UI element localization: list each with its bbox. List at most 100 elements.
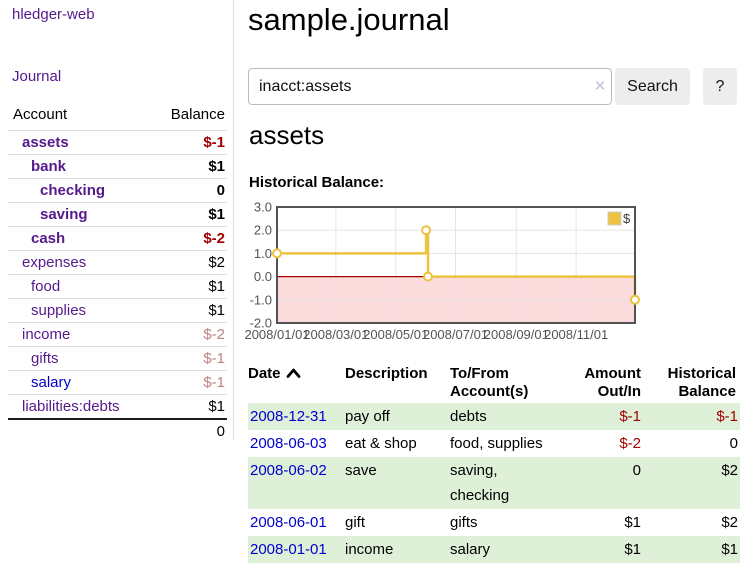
register-date-link[interactable]: 2008-06-02 xyxy=(250,462,327,479)
register-description: gift xyxy=(345,514,366,531)
brand-link[interactable]: hledger-web xyxy=(12,6,95,23)
account-name-cell: bank xyxy=(8,155,158,179)
chart-ytick-label: 3.0 xyxy=(254,200,272,215)
register-date-link[interactable]: 2008-06-03 xyxy=(250,435,327,452)
accounts-total-row: 0 xyxy=(8,419,227,443)
account-link[interactable]: food xyxy=(31,278,61,295)
chart-border xyxy=(276,206,636,324)
register-date-link[interactable]: 2008-01-01 xyxy=(250,541,327,558)
accounts-total-value: 0 xyxy=(216,423,225,440)
account-heading: assets xyxy=(249,120,325,150)
account-balance: $-2 xyxy=(203,230,225,247)
register-amount: $-2 xyxy=(619,435,641,452)
register-header-balance: Historical Balance xyxy=(667,365,736,400)
account-link[interactable]: bank xyxy=(31,158,67,175)
accounts-header-account: Account xyxy=(13,106,68,123)
chart-xtick-label: 2008/11/01 xyxy=(544,327,608,342)
register-accounts: debts xyxy=(450,408,487,425)
account-row: gifts $-1 xyxy=(8,346,227,371)
account-row: supplies $1 xyxy=(8,298,227,323)
account-balance: $2 xyxy=(208,254,225,271)
register-header-row: Date Description To/From Account(s) Amou… xyxy=(248,362,740,403)
register-header-amount: Amount Out/In xyxy=(584,365,641,400)
register-accounts: food, supplies xyxy=(450,435,543,452)
account-balance: $1 xyxy=(208,206,225,223)
register-balance: 0 xyxy=(729,435,738,452)
chart-ytick-label: 1.0 xyxy=(254,246,272,261)
account-link[interactable]: cash xyxy=(31,230,66,247)
help-button[interactable]: ? xyxy=(703,68,737,105)
chart-point-marker xyxy=(423,271,434,282)
account-link[interactable]: checking xyxy=(40,182,106,199)
balance-chart: 3.0 2.0 1.0 0.0 -1.0 -2.0 2008/01/01 2008/03/01… xyxy=(244,200,640,342)
page-title: sample.journal xyxy=(248,2,450,37)
chart-legend-swatch xyxy=(607,211,622,226)
account-name-cell: supplies xyxy=(8,299,158,323)
account-link[interactable]: gifts xyxy=(31,350,59,367)
register-accounts: gifts xyxy=(450,514,478,531)
chart-point-marker xyxy=(272,248,282,259)
register-amount: $1 xyxy=(624,514,641,531)
account-row: saving $1 xyxy=(8,202,227,227)
register-header-description: Description xyxy=(345,365,428,382)
account-balance: $1 xyxy=(208,302,225,319)
account-row: salary $-1 xyxy=(8,370,227,395)
chart-legend-label: $ xyxy=(623,211,631,226)
register-accounts: salary xyxy=(450,541,491,558)
register-row[interactable]: 2008-06-03 eat & shop food, supplies $-2 0 xyxy=(248,430,740,457)
account-row: bank $1 xyxy=(8,154,227,179)
register-date-cell: 2008-06-01 xyxy=(248,509,345,536)
account-link[interactable]: expenses xyxy=(22,254,87,271)
register-row[interactable]: 2008-06-01 gift gifts $1 $2 xyxy=(248,509,740,536)
chart-xtick-label: 2008/07/01 xyxy=(423,327,488,342)
chart-xtick-label: 2008/05/01 xyxy=(363,327,428,342)
search-input[interactable] xyxy=(248,68,612,105)
account-name-cell: income xyxy=(8,323,158,347)
register-header-date-label: Date xyxy=(248,365,281,382)
chart-ytick-label: 2.0 xyxy=(254,223,272,238)
register-header-date[interactable]: Date xyxy=(248,362,345,403)
account-link[interactable]: income xyxy=(22,326,71,343)
register-date-cell: 2008-06-03 xyxy=(248,430,345,457)
account-link[interactable]: salary xyxy=(31,374,72,391)
account-balance: $-1 xyxy=(203,350,225,367)
register-header-accounts: To/From Account(s) xyxy=(450,365,529,400)
account-link[interactable]: assets xyxy=(22,134,69,151)
register-date-link[interactable]: 2008-06-01 xyxy=(250,514,327,531)
accounts-table-header-row: Account Balance xyxy=(8,102,227,131)
account-name-cell: checking xyxy=(8,179,158,203)
clear-search-icon[interactable]: ✕ xyxy=(593,78,607,95)
search-button[interactable]: Search xyxy=(615,68,690,105)
account-row: liabilities:debts $1 xyxy=(8,394,227,420)
account-link[interactable]: saving xyxy=(40,206,88,223)
account-row: assets $-1 xyxy=(8,130,227,155)
account-balance: $-1 xyxy=(203,134,225,151)
account-name-cell: food xyxy=(8,275,158,299)
chart-title: Historical Balance: xyxy=(249,174,385,191)
register-balance: $1 xyxy=(721,541,738,558)
account-row: income $-2 xyxy=(8,322,227,347)
account-link[interactable]: supplies xyxy=(31,302,87,319)
account-row: expenses $2 xyxy=(8,250,227,275)
account-balance: 0 xyxy=(216,182,225,199)
chart-ytick-label: -2.0 xyxy=(250,316,272,331)
register-amount: 0 xyxy=(632,462,641,479)
register-row[interactable]: 2008-01-01 income salary $1 $1 xyxy=(248,536,740,563)
register-balance: $2 xyxy=(721,514,738,531)
chart-xtick-label: 2008/01/01 xyxy=(244,327,309,342)
sidebar-item-journal[interactable]: Journal xyxy=(12,68,62,85)
register-description: eat & shop xyxy=(345,435,417,452)
account-name-cell: assets xyxy=(8,131,158,155)
register-row[interactable]: 2008-06-02 save saving, checking 0 $2 xyxy=(248,457,740,509)
accounts-header-balance: Balance xyxy=(170,106,225,123)
register-description: income xyxy=(345,541,394,558)
account-link[interactable]: liabilities:debts xyxy=(22,398,120,415)
chart-ytick-label: 0.0 xyxy=(254,269,272,284)
chart-point-marker xyxy=(630,294,640,305)
register-row[interactable]: 2008-12-31 pay off debts $-1 $-1 xyxy=(248,403,740,430)
register-date-link[interactable]: 2008-12-31 xyxy=(250,408,327,425)
register-description: save xyxy=(345,462,377,479)
register-accounts: saving, checking xyxy=(450,462,510,504)
register-amount: $-1 xyxy=(619,408,641,425)
register-description: pay off xyxy=(345,408,390,425)
